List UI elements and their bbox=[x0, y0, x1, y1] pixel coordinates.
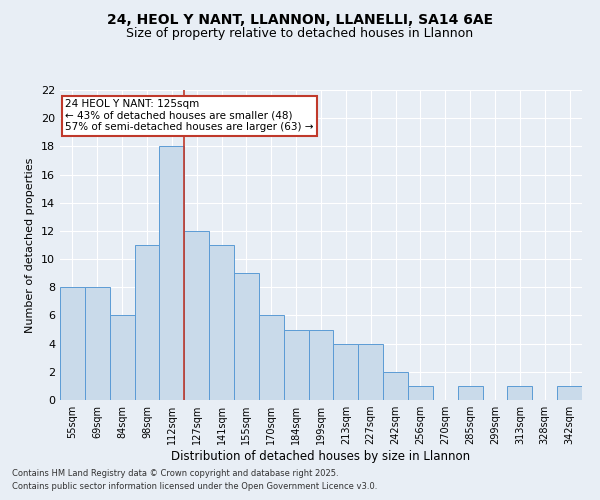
Bar bbox=[60, 288, 85, 400]
Bar bbox=[184, 231, 209, 400]
Bar bbox=[358, 344, 383, 400]
X-axis label: Distribution of detached houses by size in Llannon: Distribution of detached houses by size … bbox=[172, 450, 470, 463]
Bar bbox=[259, 316, 284, 400]
Bar bbox=[160, 146, 184, 400]
Bar bbox=[334, 344, 358, 400]
Bar bbox=[234, 273, 259, 400]
Bar bbox=[209, 245, 234, 400]
Bar bbox=[134, 245, 160, 400]
Bar bbox=[557, 386, 582, 400]
Bar bbox=[458, 386, 482, 400]
Text: Contains public sector information licensed under the Open Government Licence v3: Contains public sector information licen… bbox=[12, 482, 377, 491]
Text: Contains HM Land Registry data © Crown copyright and database right 2025.: Contains HM Land Registry data © Crown c… bbox=[12, 468, 338, 477]
Bar bbox=[110, 316, 134, 400]
Bar bbox=[408, 386, 433, 400]
Bar bbox=[308, 330, 334, 400]
Text: 24 HEOL Y NANT: 125sqm
← 43% of detached houses are smaller (48)
57% of semi-det: 24 HEOL Y NANT: 125sqm ← 43% of detached… bbox=[65, 100, 314, 132]
Bar bbox=[85, 288, 110, 400]
Bar bbox=[284, 330, 308, 400]
Y-axis label: Number of detached properties: Number of detached properties bbox=[25, 158, 35, 332]
Bar bbox=[508, 386, 532, 400]
Bar bbox=[383, 372, 408, 400]
Text: Size of property relative to detached houses in Llannon: Size of property relative to detached ho… bbox=[127, 28, 473, 40]
Text: 24, HEOL Y NANT, LLANNON, LLANELLI, SA14 6AE: 24, HEOL Y NANT, LLANNON, LLANELLI, SA14… bbox=[107, 12, 493, 26]
